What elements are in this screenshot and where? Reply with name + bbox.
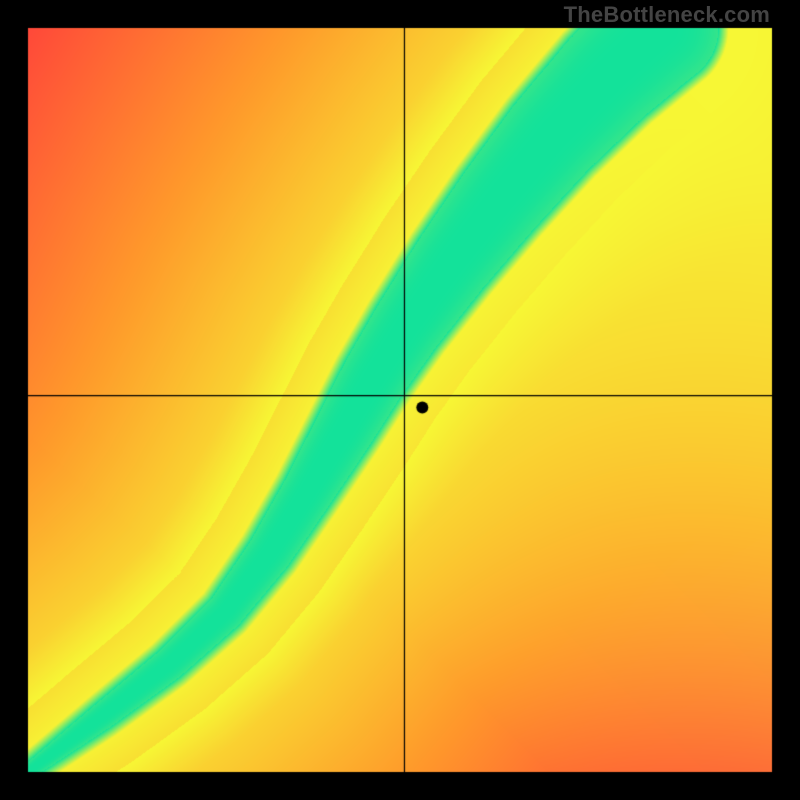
heatmap-canvas [0, 0, 800, 800]
watermark-text: TheBottleneck.com [564, 2, 770, 28]
chart-container: TheBottleneck.com [0, 0, 800, 800]
